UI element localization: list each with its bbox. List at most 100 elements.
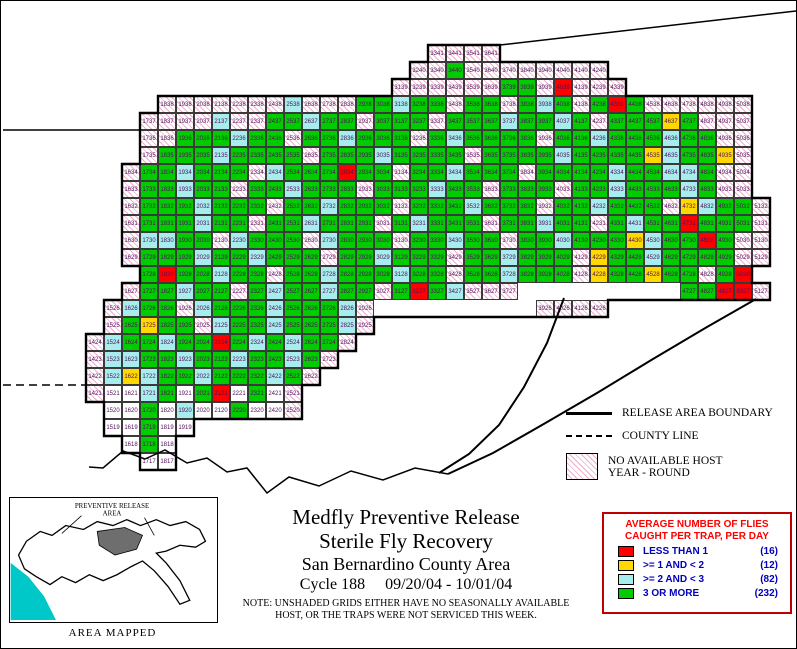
grid-cell-label: 1921: [178, 390, 192, 397]
grid-cell: 1836: [158, 130, 176, 147]
grid-cell-label: 2528: [286, 271, 300, 278]
grid-cell: 4534: [644, 164, 662, 181]
grid-cell-label: 1930: [178, 237, 192, 244]
grid-cell: 2121: [212, 385, 230, 402]
grid-cell-label: 2320: [250, 407, 264, 414]
grid-cell-label: 1834: [160, 169, 174, 176]
grid-cell: 3033: [374, 181, 392, 198]
grid-cell-label: 4031: [556, 220, 570, 227]
grid-cell-label: 1519: [106, 424, 120, 431]
grid-cell-label: 4139: [574, 84, 588, 91]
grid-cell-label: 4635: [664, 152, 678, 159]
grid-cell-label: 2131: [214, 220, 228, 227]
grid-cell: 2126: [212, 300, 230, 317]
area-mapped-caption: AREA MAPPED: [68, 627, 157, 639]
grid-cell: 2723: [320, 351, 338, 368]
grid-cell: 5034: [734, 164, 752, 181]
grid-cell-label: 3130: [394, 237, 408, 244]
grid-cell-label: 3328: [430, 271, 444, 278]
grid-cell: 4734: [680, 164, 698, 181]
grid-cell-label: 4631: [664, 220, 678, 227]
grid-cell: 2925: [356, 317, 374, 334]
grid-cell-label: 3238: [412, 101, 426, 108]
grid-cell: 2325: [248, 317, 266, 334]
grid-cell: 1422: [86, 368, 104, 385]
grid-cell: 2435: [266, 147, 284, 164]
grid-cell: 3038: [374, 96, 392, 113]
grid-cell: 5038: [734, 96, 752, 113]
grid-cell-label: 1830: [160, 237, 174, 244]
grid-cell: 4535: [644, 147, 662, 164]
grid-cell-label: 5034: [736, 169, 750, 176]
grid-cell-label: 4837: [700, 118, 714, 125]
grid-cell-label: 2622: [304, 373, 318, 380]
grid-cell: 3831: [518, 215, 536, 232]
boundary-label: RELEASE AREA BOUNDARY: [622, 407, 773, 419]
grid-cell: 3539: [464, 79, 482, 96]
grid-cell: 2333: [248, 181, 266, 198]
grid-cell: 2729: [320, 249, 338, 266]
grid-cell-label: 4335: [610, 152, 624, 159]
grid-cell: 3134: [392, 164, 410, 181]
grid-cell-label: 3137: [394, 118, 408, 125]
grid-cell: 3538: [464, 96, 482, 113]
grid-cell-label: 2130: [214, 237, 228, 244]
grid-cell-label: 4531: [646, 220, 660, 227]
grid-cell-label: 3231: [412, 220, 426, 227]
grid-cell-label: 3441: [448, 50, 462, 57]
grid-cell: 4029: [554, 249, 572, 266]
grid-cell: 3335: [428, 147, 446, 164]
grid-cell-label: 2322: [250, 373, 264, 380]
grid-cell-label: 2928: [358, 271, 372, 278]
grid-cell: 4432: [626, 198, 644, 215]
grid-cell-label: 2733: [322, 186, 336, 193]
grid-cell-label: 2835: [340, 152, 354, 159]
grid-cell-label: 5031: [736, 220, 750, 227]
grid-cell: 3137: [392, 113, 410, 130]
grid-cell: 2930: [356, 232, 374, 249]
grid-cell: 4735: [680, 147, 698, 164]
grid-cell-label: 4732: [682, 203, 696, 210]
inset-leader-right: [144, 517, 155, 536]
grid-cell: 4632: [662, 198, 680, 215]
grid-cell: 2433: [266, 181, 284, 198]
grid-cell-label: 1832: [160, 203, 174, 210]
grid-cell-label: 2524: [286, 339, 300, 346]
grid-cell-label: 2228: [232, 271, 246, 278]
legend-row-boundary: RELEASE AREA BOUNDARY: [566, 407, 796, 419]
grid-cell-label: 3236: [412, 135, 426, 142]
grid-cell-label: 2737: [322, 118, 336, 125]
grid-cell-label: 2233: [232, 186, 246, 193]
grid-cell-label: 3429: [448, 254, 462, 261]
grid-cell-label: 1526: [106, 305, 120, 312]
grid-cell-label: 4628: [664, 271, 678, 278]
grid-cell: 2127: [212, 283, 230, 300]
grid-cell-label: 2124: [214, 339, 228, 346]
grid-cell-label: 3338: [430, 101, 444, 108]
grid-cell: 1724: [140, 334, 158, 351]
grid-cell: 1924: [176, 334, 194, 351]
grid-cell: 4132: [572, 198, 590, 215]
grid-cell: 2225: [230, 317, 248, 334]
grid-cell-label: 2436: [268, 135, 282, 142]
fly-legend-title: AVERAGE NUMBER OF FLIES CAUGHT PER TRAP,…: [604, 519, 790, 543]
grid-cell-label: 1621: [124, 390, 138, 397]
grid-cell: 1735: [140, 147, 158, 164]
grid-cell-label: 2231: [232, 220, 246, 227]
grid-cell-label: 2336: [250, 135, 264, 142]
grid-cell-label: 2027: [196, 288, 210, 295]
grid-cell: 2836: [338, 130, 356, 147]
grid-cell: 1825: [158, 317, 176, 334]
grid-cell: 1934: [176, 164, 194, 181]
grid-cell: 2724: [320, 334, 338, 351]
grid-cell-label: 2220: [232, 407, 246, 414]
grid-cell: 1737: [140, 113, 158, 130]
grid-cell: 2236: [230, 130, 248, 147]
grid-cell: 1626: [122, 300, 140, 317]
grid-cell-label: 4533: [646, 186, 660, 193]
grid-cell: 3630: [482, 232, 500, 249]
grid-cell-label: 1827: [160, 288, 174, 295]
grid-cell: 4631: [662, 215, 680, 232]
grid-cell-label: 4529: [646, 254, 660, 261]
grid-cell: 3932: [536, 198, 554, 215]
